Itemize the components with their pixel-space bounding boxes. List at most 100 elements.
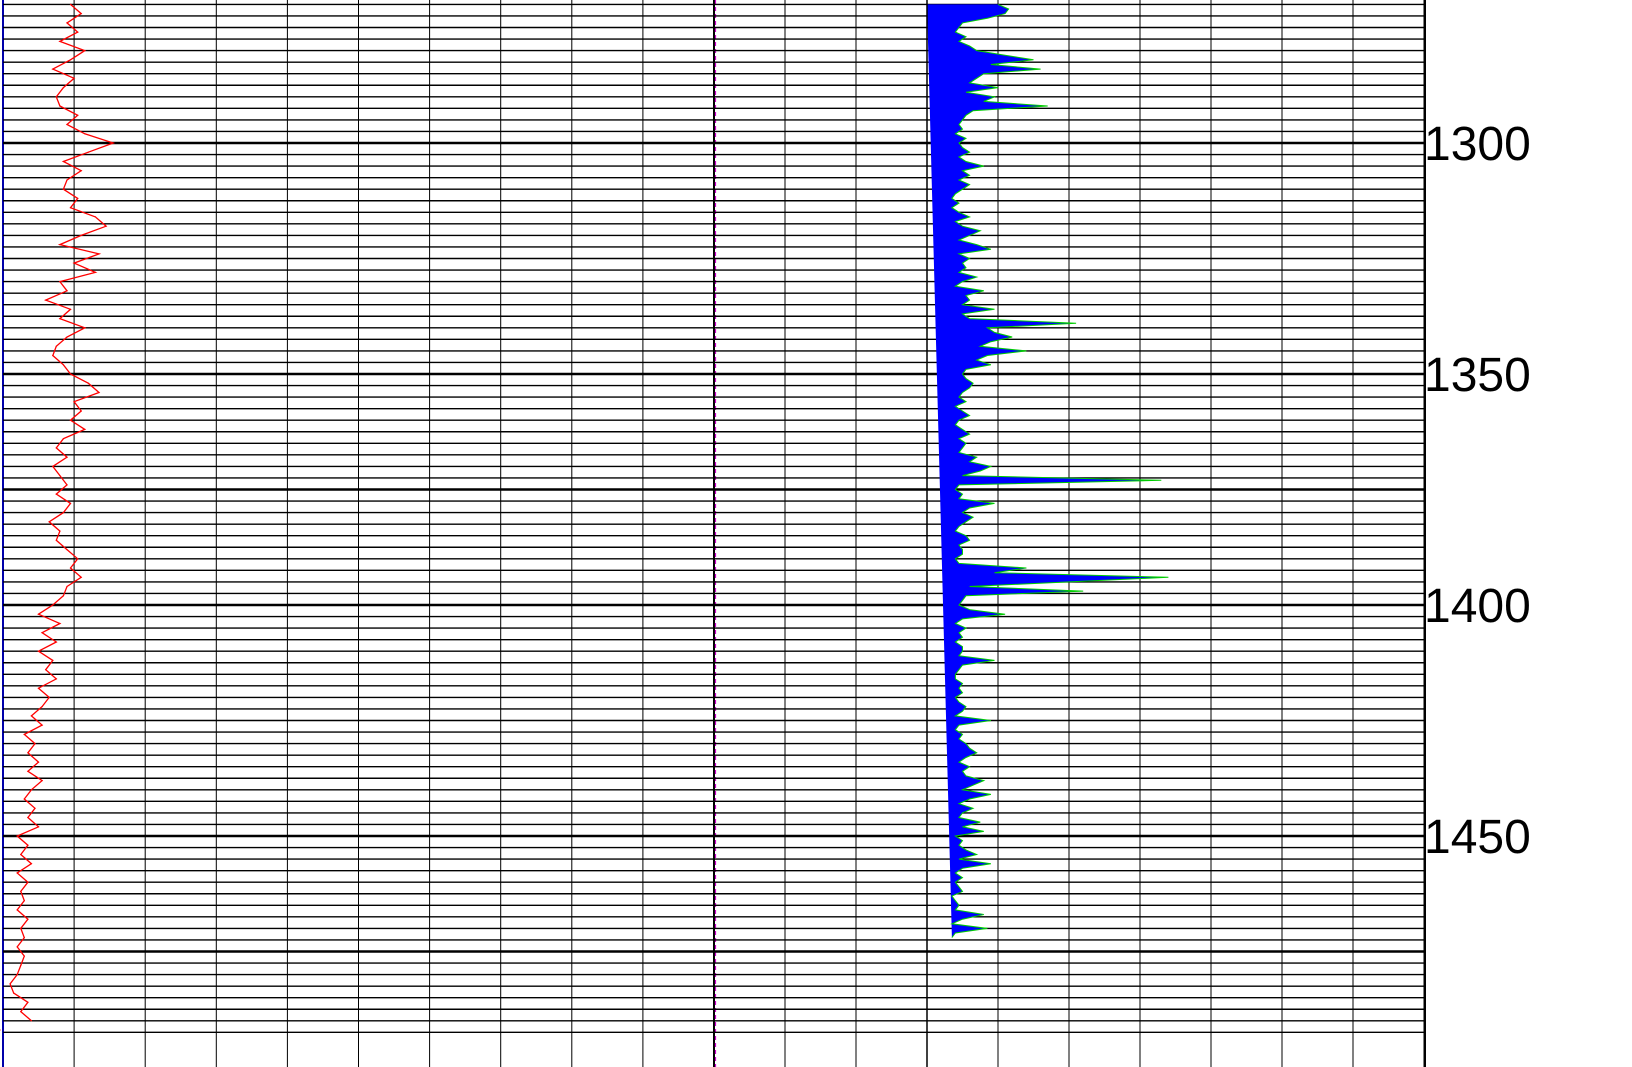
track1-point — [98, 391, 100, 394]
track1-point — [52, 354, 54, 357]
track1-point — [55, 641, 57, 643]
track1-point — [66, 336, 68, 338]
track1-point — [27, 918, 29, 920]
track2-series-edge — [950, 3, 1169, 938]
track1-point — [69, 59, 72, 61]
track1-point — [87, 382, 89, 384]
track1-point — [20, 890, 22, 893]
track1-point — [66, 549, 68, 551]
track1-point — [52, 68, 54, 70]
track1-point — [105, 225, 107, 227]
track1-point — [34, 743, 36, 745]
track1-point — [23, 798, 25, 800]
track1-point — [80, 410, 82, 412]
track1-point — [98, 253, 100, 255]
track1-point — [73, 77, 75, 79]
track1-point — [27, 1001, 29, 1003]
track1-point — [62, 87, 64, 89]
track1-point — [77, 558, 79, 560]
track1-point — [59, 530, 61, 532]
track1-point — [69, 567, 72, 569]
track1-point — [77, 197, 79, 199]
track1-point — [16, 872, 18, 874]
track1-point — [16, 974, 18, 976]
track1-point — [16, 835, 18, 837]
depth-tick-label: 1350 — [1424, 349, 1531, 402]
track1-point — [0, 1029, 1, 1031]
track1-point — [41, 632, 43, 634]
track1-point — [23, 733, 25, 736]
track1-point — [48, 696, 50, 699]
track1-point — [62, 364, 64, 366]
track1-point — [73, 401, 75, 403]
track1-point — [41, 724, 43, 726]
track1-point — [30, 863, 32, 865]
track1-point — [45, 669, 47, 671]
track1-point — [59, 244, 61, 246]
track1-point — [20, 964, 22, 967]
track1-point — [30, 789, 32, 791]
track1-point — [84, 327, 86, 329]
track1-point — [84, 428, 86, 430]
track1-point — [41, 706, 43, 708]
track1-point — [55, 96, 57, 98]
track1-point — [13, 992, 15, 994]
track1-point — [20, 853, 22, 856]
depth-axis-labels: 1300 1350 1400 1450 — [1424, 118, 1531, 864]
track1-point — [59, 40, 61, 43]
track1-point — [80, 576, 82, 578]
track1-point — [37, 613, 40, 615]
track1-point — [112, 142, 114, 144]
track1-point — [66, 22, 68, 24]
track1-point — [23, 900, 25, 902]
track1-point — [59, 475, 61, 477]
track1-point — [37, 650, 40, 652]
track1-point — [69, 373, 72, 375]
track1-point — [77, 114, 79, 116]
track1-point — [27, 770, 29, 772]
track1-point — [62, 438, 64, 440]
track1-point — [20, 927, 22, 930]
depth-tick-label: 1450 — [1424, 811, 1531, 864]
track1-point — [84, 133, 86, 135]
track1-point — [66, 484, 68, 486]
track1-point — [59, 281, 61, 283]
track1-point — [94, 216, 96, 218]
track1-point — [59, 622, 61, 625]
track1-point — [66, 585, 68, 588]
track1-point — [9, 983, 11, 985]
track1-point — [66, 290, 68, 292]
track1-point — [48, 521, 50, 523]
track1-point — [66, 179, 68, 181]
track1-point — [52, 659, 54, 662]
track1-point — [87, 151, 89, 153]
track2-fill-area — [927, 4, 1169, 938]
track1-point — [37, 687, 40, 689]
track1-point — [77, 31, 79, 33]
track1-point — [80, 170, 82, 172]
track1-plot — [0, 3, 116, 1031]
track1-point — [62, 595, 64, 597]
track1-point — [59, 105, 61, 107]
track1-point — [55, 539, 57, 541]
track1-point — [37, 761, 40, 763]
depth-tick-label: 1400 — [1424, 580, 1531, 633]
track1-point — [52, 465, 54, 467]
track1-point — [45, 299, 47, 301]
track1-point — [55, 345, 57, 347]
track1-point — [16, 909, 18, 911]
track1-point — [69, 3, 72, 5]
track1-point — [23, 937, 25, 939]
track1-point — [41, 780, 43, 782]
track1-point — [16, 946, 18, 948]
track1-point — [30, 715, 32, 717]
track1-point — [27, 844, 29, 846]
track1-point — [66, 123, 68, 126]
track1-point — [69, 419, 72, 421]
track1-point — [69, 308, 72, 310]
track1-point — [84, 50, 86, 52]
track1-point — [69, 207, 72, 209]
track1-point — [37, 826, 40, 828]
track1-point — [55, 678, 57, 680]
